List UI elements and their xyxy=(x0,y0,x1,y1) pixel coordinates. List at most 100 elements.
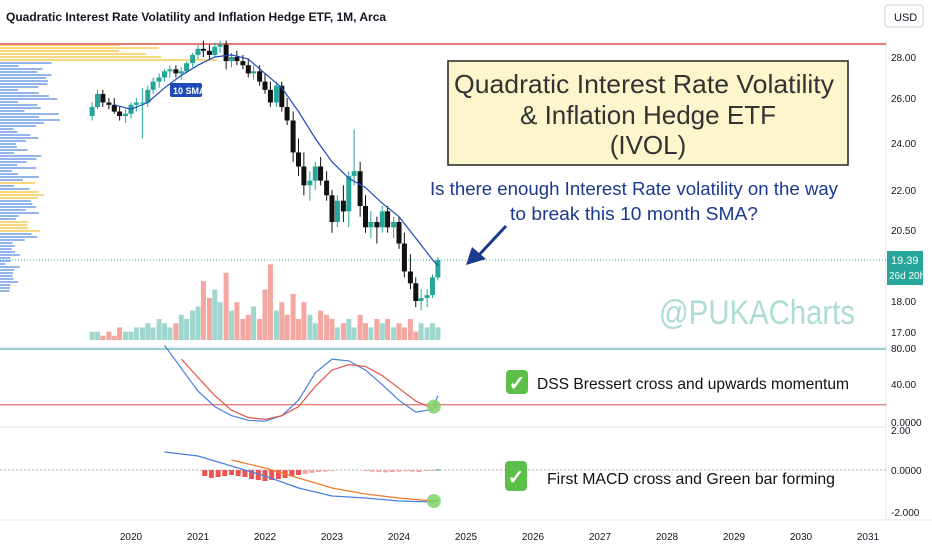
volume-profile-bar xyxy=(0,203,33,205)
volume-profile-bar xyxy=(0,113,59,115)
candle-body xyxy=(173,69,179,74)
candle-body xyxy=(195,48,201,55)
volume-bar xyxy=(89,331,95,340)
volume-profile-bar xyxy=(0,191,39,193)
candle-body xyxy=(190,54,196,64)
price-tick: 24.00 xyxy=(891,139,916,150)
candle-body xyxy=(430,277,435,296)
macd-histogram-bar xyxy=(329,470,335,471)
volume-bar xyxy=(100,335,106,340)
macd-histogram-bar xyxy=(208,470,214,478)
volume-bar xyxy=(123,331,129,340)
macd-histogram-bar xyxy=(376,470,382,472)
volume-bar xyxy=(139,327,145,340)
chart-title: Quadratic Interest Rate Volatility and I… xyxy=(6,10,386,24)
dss-tick: 40.00 xyxy=(891,380,916,391)
volume-bar xyxy=(401,327,407,340)
volume-profile-bar xyxy=(0,59,218,61)
volume-profile-bar xyxy=(0,92,39,94)
candle-body xyxy=(351,171,357,176)
candle-body xyxy=(223,44,229,62)
candle-body xyxy=(117,111,123,116)
macd-histogram-bar xyxy=(409,470,415,472)
volume-profile-bar xyxy=(0,239,25,241)
macd-histogram-bar xyxy=(416,470,422,472)
volume-profile-bar xyxy=(0,77,47,79)
dss-blue-line xyxy=(164,345,439,422)
macd-histogram-bar xyxy=(215,470,221,477)
macd-line xyxy=(164,451,439,503)
time-tick: 2024 xyxy=(388,532,411,543)
dss-axis-ticks: 80.00 40.00 0.0000 xyxy=(891,344,922,429)
candle-body xyxy=(357,171,363,206)
candle-body xyxy=(396,222,402,244)
volume-profile-bar xyxy=(0,197,38,199)
macd-histogram-bar xyxy=(269,470,275,480)
volume-bar xyxy=(413,331,419,340)
title-box-line3: (IVOL) xyxy=(610,130,687,160)
time-tick: 2021 xyxy=(187,532,210,543)
volume-bar xyxy=(312,323,318,340)
candle-body xyxy=(324,180,330,196)
candle-body xyxy=(139,102,145,104)
svg-text:✓: ✓ xyxy=(508,467,525,489)
candle-body xyxy=(290,120,296,153)
volume-profile-bar xyxy=(0,125,36,127)
candle-body xyxy=(340,200,346,212)
volume-profile-bar xyxy=(0,218,16,220)
candle-body xyxy=(162,71,167,78)
volume-profile-bar xyxy=(0,68,43,70)
macd-histogram-bar xyxy=(302,470,308,474)
volume-profile-bar xyxy=(0,86,39,88)
volume-profile-bar xyxy=(0,80,48,82)
price-tick: 17.00 xyxy=(891,328,916,339)
macd-tick: -2.000 xyxy=(891,508,920,519)
volume-bar xyxy=(435,327,441,340)
volume-bar xyxy=(206,298,212,340)
volume-bar xyxy=(296,319,301,340)
macd-histogram-bar xyxy=(309,470,315,473)
volume-profile-bar xyxy=(0,155,42,157)
title-box-line2: & Inflation Hedge ETF xyxy=(520,100,776,130)
volume-profile-bar xyxy=(0,74,52,76)
macd-histogram-bar xyxy=(396,470,402,472)
volume-profile-bar xyxy=(0,272,13,274)
volume-profile-bar xyxy=(0,254,20,256)
macd-histogram-bar xyxy=(249,470,255,479)
volume-bar xyxy=(301,302,307,340)
volume-profile-bar xyxy=(0,284,11,286)
sma-label: 10 SMA xyxy=(173,86,206,96)
volume-profile-bar xyxy=(0,122,45,124)
volume-profile-bar xyxy=(0,89,19,91)
macd-histogram xyxy=(202,469,441,481)
volume-profile-bar xyxy=(0,143,16,145)
candle-body xyxy=(407,271,413,284)
currency-button[interactable] xyxy=(884,4,924,28)
volume-profile-bar xyxy=(0,95,49,97)
time-tick: 2029 xyxy=(723,532,746,543)
volume-profile-bar xyxy=(0,152,14,154)
volume-profile xyxy=(0,44,218,292)
volume-bar xyxy=(217,302,223,340)
volume-profile-bar xyxy=(0,278,14,280)
candle-body xyxy=(296,152,301,167)
currency-label: USD xyxy=(894,12,917,24)
macd-check-icon: ✓ xyxy=(505,461,527,491)
volume-profile-bar xyxy=(0,134,31,136)
macd-histogram-bar xyxy=(242,470,248,477)
candle-body xyxy=(301,166,307,186)
candle-body xyxy=(95,93,100,107)
candle-body xyxy=(150,81,156,90)
macd-histogram-bar xyxy=(403,470,409,472)
volume-profile-bar xyxy=(0,65,19,67)
volume-profile-bar xyxy=(0,158,37,160)
macd-note: First MACD cross and Green bar forming xyxy=(547,471,835,488)
macd-histogram-bar xyxy=(202,470,208,476)
dss-check-icon: ✓ xyxy=(506,370,528,395)
volume-profile-bar xyxy=(0,248,12,250)
title-box-line1: Quadratic Interest Rate Volatility xyxy=(454,69,834,99)
candle-body xyxy=(346,175,352,212)
volume-bar xyxy=(262,289,268,340)
price-tick: 26.00 xyxy=(891,94,916,105)
volume-profile-bar xyxy=(0,215,19,217)
